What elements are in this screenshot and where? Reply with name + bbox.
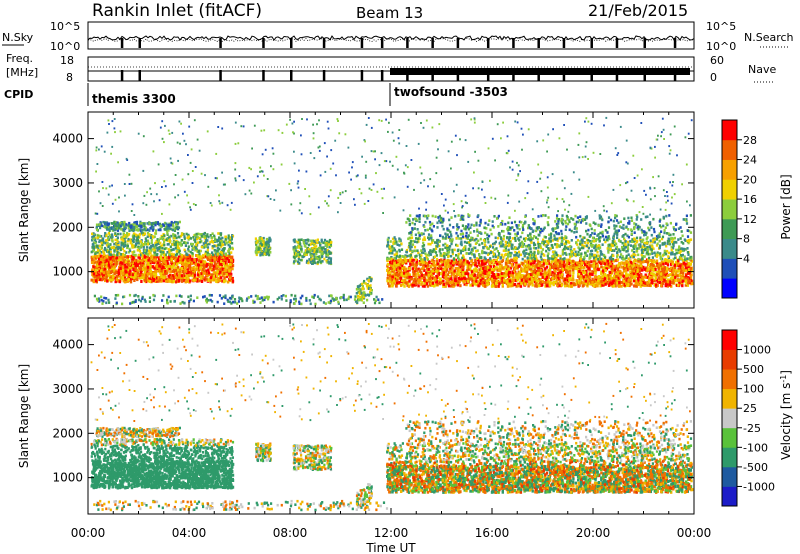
nsky-tick-bottom: 10^0 [50, 40, 80, 53]
freq-label: Freq. [6, 52, 33, 65]
nsearch-label: N.Search [744, 31, 794, 44]
range-tick-label: 2000 [52, 426, 83, 440]
power-cbar-label: Power [dB] [779, 174, 793, 239]
range-tick-label: 4000 [52, 338, 83, 352]
colorbar-swatch [722, 408, 737, 429]
noise-sky-line [87, 35, 695, 41]
colorbar-swatch [722, 120, 737, 141]
colorbar-tick-label: 24 [743, 154, 757, 167]
nsearch-tick-bottom: 10^0 [706, 40, 736, 53]
nave-tick-bottom: 0 [710, 71, 717, 84]
power-colorbar: 28 24 20 16 12 8 4 Power [dB] [721, 119, 793, 299]
colorbar-tick-label: 4 [743, 252, 750, 265]
range-tick-label: 1000 [52, 471, 83, 485]
colorbar-tick-label: -500 [743, 461, 768, 474]
colorbar-swatch [722, 447, 737, 468]
colorbar-swatch [722, 278, 737, 299]
time-axis: 00:00 04:00 08:00 12:00 16:00 20:00 00:00 [71, 112, 712, 540]
time-tick-label: 00:00 [71, 526, 106, 540]
cpid-label: CPID [4, 88, 33, 101]
nave-tick-top: 60 [710, 54, 724, 67]
power-scatter [90, 116, 694, 306]
freq-panel: Freq. [MHz] 18 8 60 0 Nave [6, 52, 776, 84]
colorbar-swatch [722, 388, 737, 409]
freq-tick-bottom: 8 [66, 71, 73, 84]
colorbar-tick-label: 12 [743, 213, 757, 226]
colorbar-swatch [722, 486, 737, 507]
colorbar-swatch [722, 218, 737, 240]
velocity-panel: 1000 2000 3000 4000 Slant Range [km] [17, 317, 695, 515]
colorbar-tick-label: 28 [743, 134, 757, 147]
colorbar-swatch [722, 330, 737, 350]
nave-dense-block [390, 68, 690, 75]
range-tick-label: 1000 [52, 265, 83, 279]
station-title: Rankin Inlet (fitACF) [92, 1, 262, 21]
range-tick-label: 4000 [52, 132, 83, 146]
time-tick-label: 00:00 [677, 526, 712, 540]
colorbar-swatch [722, 427, 737, 448]
beam-title: Beam 13 [356, 4, 423, 22]
nsky-tick-top: 10^5 [50, 20, 80, 33]
colorbar-swatch [722, 238, 737, 259]
power-panel: 1000 2000 3000 4000 Slant Range [km] [17, 111, 695, 309]
colorbar-swatch [722, 369, 737, 390]
velocity-colorbar: 1000 500 100 25 -25 -100 -500 -1000 Velocity [m… [721, 329, 793, 507]
colorbar-swatch [722, 139, 737, 160]
cpid-mode-2: twofsound -3503 [394, 85, 508, 99]
colorbar-tick-label: 1000 [743, 344, 771, 357]
freq-unit: [MHz] [6, 66, 38, 79]
colorbar-swatch [722, 349, 737, 370]
time-tick-label: 04:00 [172, 526, 207, 540]
power-ylabel: Slant Range [km] [17, 158, 31, 262]
colorbar-tick-label: 25 [743, 402, 757, 415]
time-tick-label: 12:00 [374, 526, 409, 540]
velocity-cbar-label: Velocity [m s-1] [779, 370, 793, 460]
nave-label: Nave [748, 63, 776, 76]
colorbar-tick-label: 16 [743, 193, 757, 206]
colorbar-tick-label: -1000 [743, 480, 775, 493]
date-title: 21/Feb/2015 [588, 1, 688, 20]
noise-panel: N.Sky 10^5 10^0 10^5 10^0 N.Search [2, 20, 794, 53]
range-tick-label: 2000 [52, 220, 83, 234]
nsearch-tick-top: 10^5 [706, 20, 736, 33]
colorbar-swatch [722, 159, 737, 180]
time-axis-label: Time UT [365, 541, 416, 554]
velocity-scatter [90, 322, 694, 512]
velocity-ylabel: Slant Range [km] [17, 364, 31, 468]
cpid-row: CPID themis 3300 twofsound -3503 [4, 83, 508, 106]
colorbar-swatch [722, 199, 737, 220]
time-tick-label: 08:00 [273, 526, 308, 540]
colorbar-tick-label: 100 [743, 383, 764, 396]
time-tick-label: 16:00 [475, 526, 510, 540]
colorbar-tick-label: -25 [743, 422, 761, 435]
range-tick-label: 3000 [52, 176, 83, 190]
nsky-label: N.Sky [2, 31, 34, 44]
colorbar-swatch [722, 258, 737, 279]
time-tick-label: 20:00 [576, 526, 611, 540]
cpid-mode-1: themis 3300 [92, 92, 176, 106]
freq-tick-top: 18 [60, 54, 74, 67]
range-tick-label: 3000 [52, 382, 83, 396]
colorbar-tick-label: 8 [743, 233, 750, 246]
colorbar-swatch [722, 466, 737, 487]
colorbar-tick-label: 20 [743, 173, 757, 186]
colorbar-tick-label: 500 [743, 363, 764, 376]
colorbar-tick-label: -100 [743, 441, 768, 454]
colorbar-swatch [722, 179, 737, 200]
